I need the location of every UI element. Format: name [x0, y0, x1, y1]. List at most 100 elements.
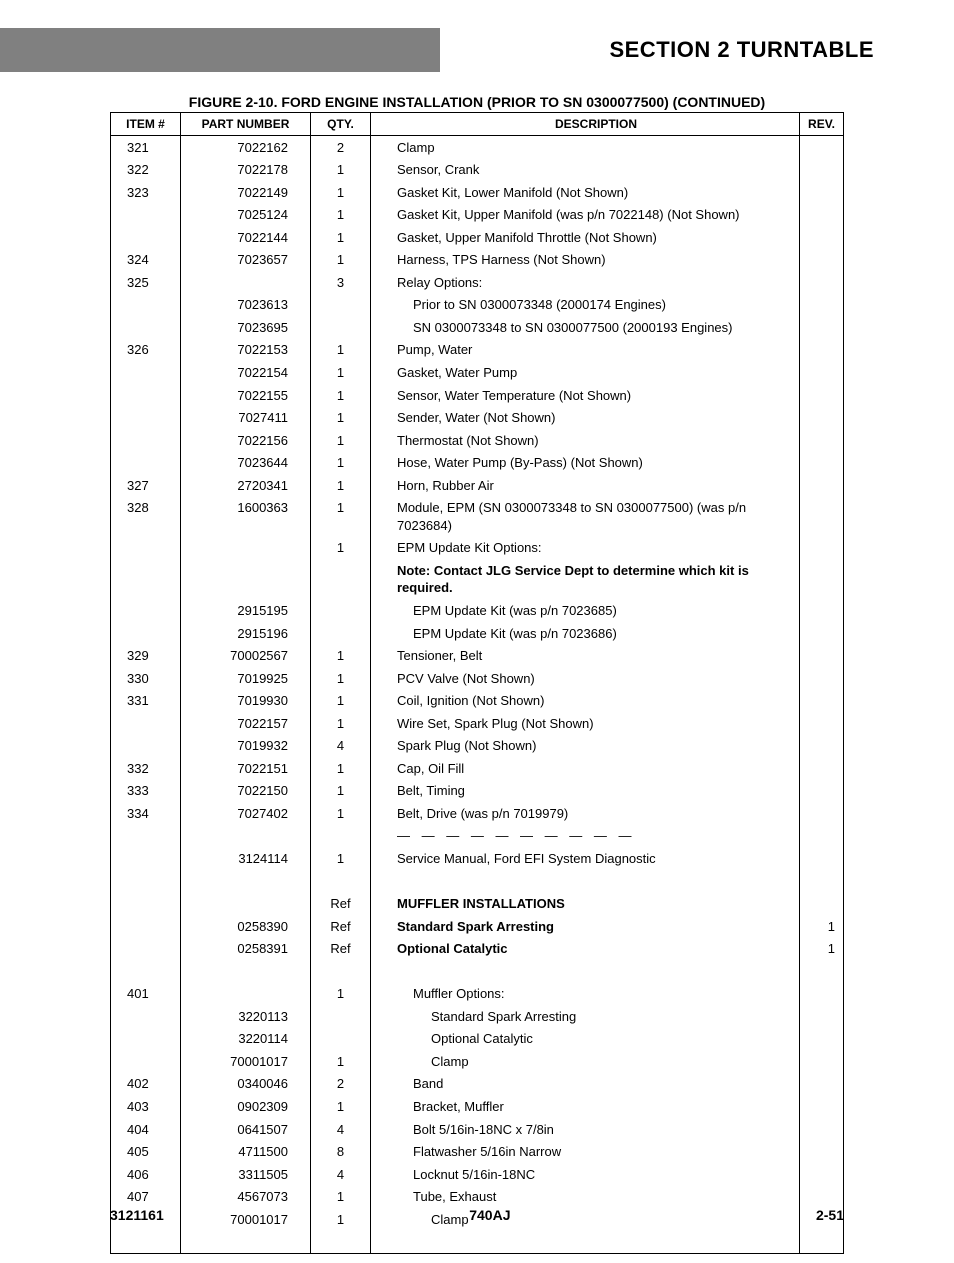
cell-rev: 1: [800, 915, 844, 938]
cell-desc: Sensor, Crank: [371, 159, 800, 182]
cell-item: [111, 1028, 181, 1051]
cell-qty: [311, 1231, 371, 1254]
cell-qty: 1: [311, 848, 371, 871]
cell-item: [111, 1231, 181, 1254]
cell-desc: Harness, TPS Harness (Not Shown): [371, 249, 800, 272]
cell-item: [111, 938, 181, 961]
header-gray-block: [0, 28, 440, 72]
cell-desc: Flatwasher 5/16in Narrow: [371, 1141, 800, 1164]
description-text: Thermostat (Not Shown): [397, 433, 539, 448]
cell-item: 321: [111, 136, 181, 159]
table-header-row: ITEM # PART NUMBER QTY. DESCRIPTION REV.: [111, 113, 844, 136]
cell-part: 7019930: [181, 690, 311, 713]
cell-qty: 4: [311, 1118, 371, 1141]
cell-part: 7022156: [181, 429, 311, 452]
cell-desc: Coil, Ignition (Not Shown): [371, 690, 800, 713]
cell-desc: Tube, Exhaust: [371, 1186, 800, 1209]
cell-part: 4711500: [181, 1141, 311, 1164]
cell-item: [111, 361, 181, 384]
cell-rev: [800, 452, 844, 475]
cell-rev: [800, 1005, 844, 1028]
cell-qty: 1: [311, 712, 371, 735]
cell-desc: Sender, Water (Not Shown): [371, 407, 800, 430]
table-row: 2915196EPM Update Kit (was p/n 7023686): [111, 622, 844, 645]
cell-rev: [800, 271, 844, 294]
cell-rev: [800, 249, 844, 272]
cell-qty: [311, 870, 371, 893]
cell-item: 403: [111, 1096, 181, 1119]
cell-qty: [311, 599, 371, 622]
table-row: 32170221622Clamp: [111, 136, 844, 159]
cell-part: 70002567: [181, 645, 311, 668]
description-text: EPM Update Kit (was p/n 7023685): [397, 602, 617, 620]
cell-qty: Ref: [311, 915, 371, 938]
description-text: Band: [397, 1075, 443, 1093]
cell-rev: [800, 497, 844, 537]
description-text: Gasket Kit, Upper Manifold (was p/n 7022…: [397, 207, 740, 222]
cell-part: 7022151: [181, 757, 311, 780]
cell-item: 333: [111, 780, 181, 803]
cell-qty: 1: [311, 1186, 371, 1209]
figure-title: FIGURE 2-10. FORD ENGINE INSTALLATION (P…: [0, 94, 954, 110]
description-text: Module, EPM (SN 0300073348 to SN 0300077…: [397, 500, 746, 533]
cell-desc: Tensioner, Belt: [371, 645, 800, 668]
cell-item: [111, 599, 181, 622]
cell-part: [181, 559, 311, 599]
cell-item: 402: [111, 1073, 181, 1096]
cell-qty: 1: [311, 780, 371, 803]
cell-qty: [311, 825, 371, 848]
table-row: 32670221531Pump, Water: [111, 339, 844, 362]
cell-desc: EPM Update Kit (was p/n 7023685): [371, 599, 800, 622]
section-title: SECTION 2 TURNTABLE: [440, 28, 954, 72]
cell-item: [111, 294, 181, 317]
description-text: EPM Update Kit Options:: [397, 540, 542, 555]
cell-rev: [800, 712, 844, 735]
cell-item: [111, 407, 181, 430]
header-bar: SECTION 2 TURNTABLE: [0, 28, 954, 72]
table-row: 70221571Wire Set, Spark Plug (Not Shown): [111, 712, 844, 735]
cell-desc: PCV Valve (Not Shown): [371, 667, 800, 690]
cell-part: 7023644: [181, 452, 311, 475]
cell-part: 0641507: [181, 1118, 311, 1141]
cell-part: [181, 1231, 311, 1254]
cell-desc: Relay Options:: [371, 271, 800, 294]
description-text: Sender, Water (Not Shown): [397, 410, 555, 425]
cell-rev: [800, 537, 844, 560]
table-row: 32816003631Module, EPM (SN 0300073348 to…: [111, 497, 844, 537]
cell-desc: [371, 960, 800, 983]
cell-qty: [311, 316, 371, 339]
cell-qty: 2: [311, 136, 371, 159]
cell-rev: [800, 780, 844, 803]
cell-item: [111, 848, 181, 871]
cell-desc: Locknut 5/16in-18NC: [371, 1163, 800, 1186]
cell-qty: 1: [311, 1050, 371, 1073]
cell-rev: [800, 474, 844, 497]
cell-desc: Gasket Kit, Lower Manifold (Not Shown): [371, 181, 800, 204]
cell-desc: Hose, Water Pump (By-Pass) (Not Shown): [371, 452, 800, 475]
cell-item: 324: [111, 249, 181, 272]
description-text: Gasket Kit, Lower Manifold (Not Shown): [397, 185, 628, 200]
cell-qty: 1: [311, 802, 371, 825]
cell-rev: [800, 1231, 844, 1254]
cell-item: [111, 1050, 181, 1073]
table-row: 700010171Clamp: [111, 1050, 844, 1073]
cell-qty: 3: [311, 271, 371, 294]
cell-part: 7022157: [181, 712, 311, 735]
cell-part: [181, 960, 311, 983]
table-row: 4011Muffler Options:: [111, 983, 844, 1006]
cell-part: 0340046: [181, 1073, 311, 1096]
cell-qty: Ref: [311, 938, 371, 961]
cell-qty: 1: [311, 249, 371, 272]
table-row: 33470274021Belt, Drive (was p/n 7019979): [111, 802, 844, 825]
cell-item: [111, 915, 181, 938]
table-row: 70251241Gasket Kit, Upper Manifold (was …: [111, 204, 844, 227]
description-text: Tube, Exhaust: [397, 1188, 496, 1206]
cell-item: [111, 960, 181, 983]
cell-desc: Note: Contact JLG Service Dept to determ…: [371, 559, 800, 599]
cell-rev: [800, 361, 844, 384]
description-text: Optional Catalytic: [397, 941, 508, 956]
cell-item: 325: [111, 271, 181, 294]
table-row: 40745670731Tube, Exhaust: [111, 1186, 844, 1209]
cell-rev: [800, 893, 844, 916]
cell-rev: [800, 960, 844, 983]
